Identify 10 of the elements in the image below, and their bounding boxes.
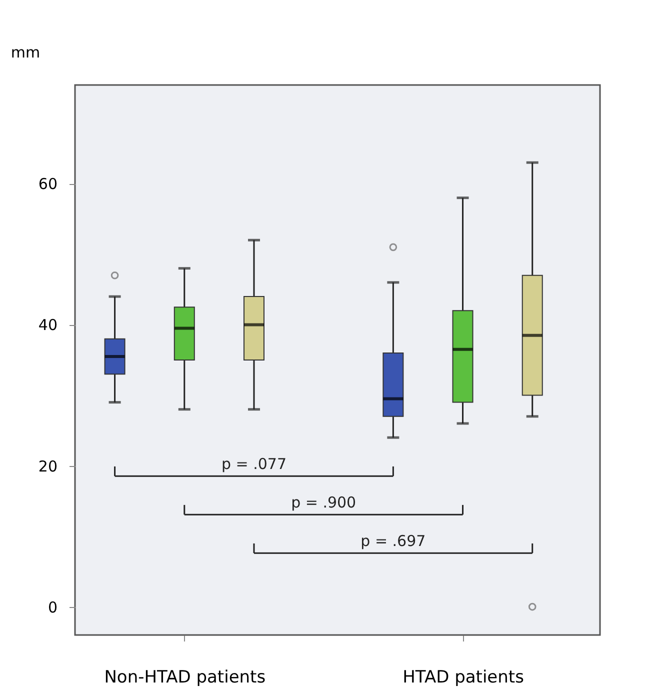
y-tick-label: 60 — [38, 175, 58, 194]
y-axis-title: mm — [10, 44, 40, 62]
annotation: p = .900 — [291, 494, 356, 512]
y-tick-label: 40 — [38, 316, 58, 334]
y-tick-label: 0 — [48, 598, 58, 616]
y-tick-label: 20 — [38, 457, 58, 476]
x-tick-label: HTAD patients — [402, 668, 524, 688]
annotation: p = .697 — [360, 532, 426, 550]
x-tick-label: Non-HTAD patients — [104, 668, 266, 688]
annotation: p = .077 — [221, 455, 286, 474]
